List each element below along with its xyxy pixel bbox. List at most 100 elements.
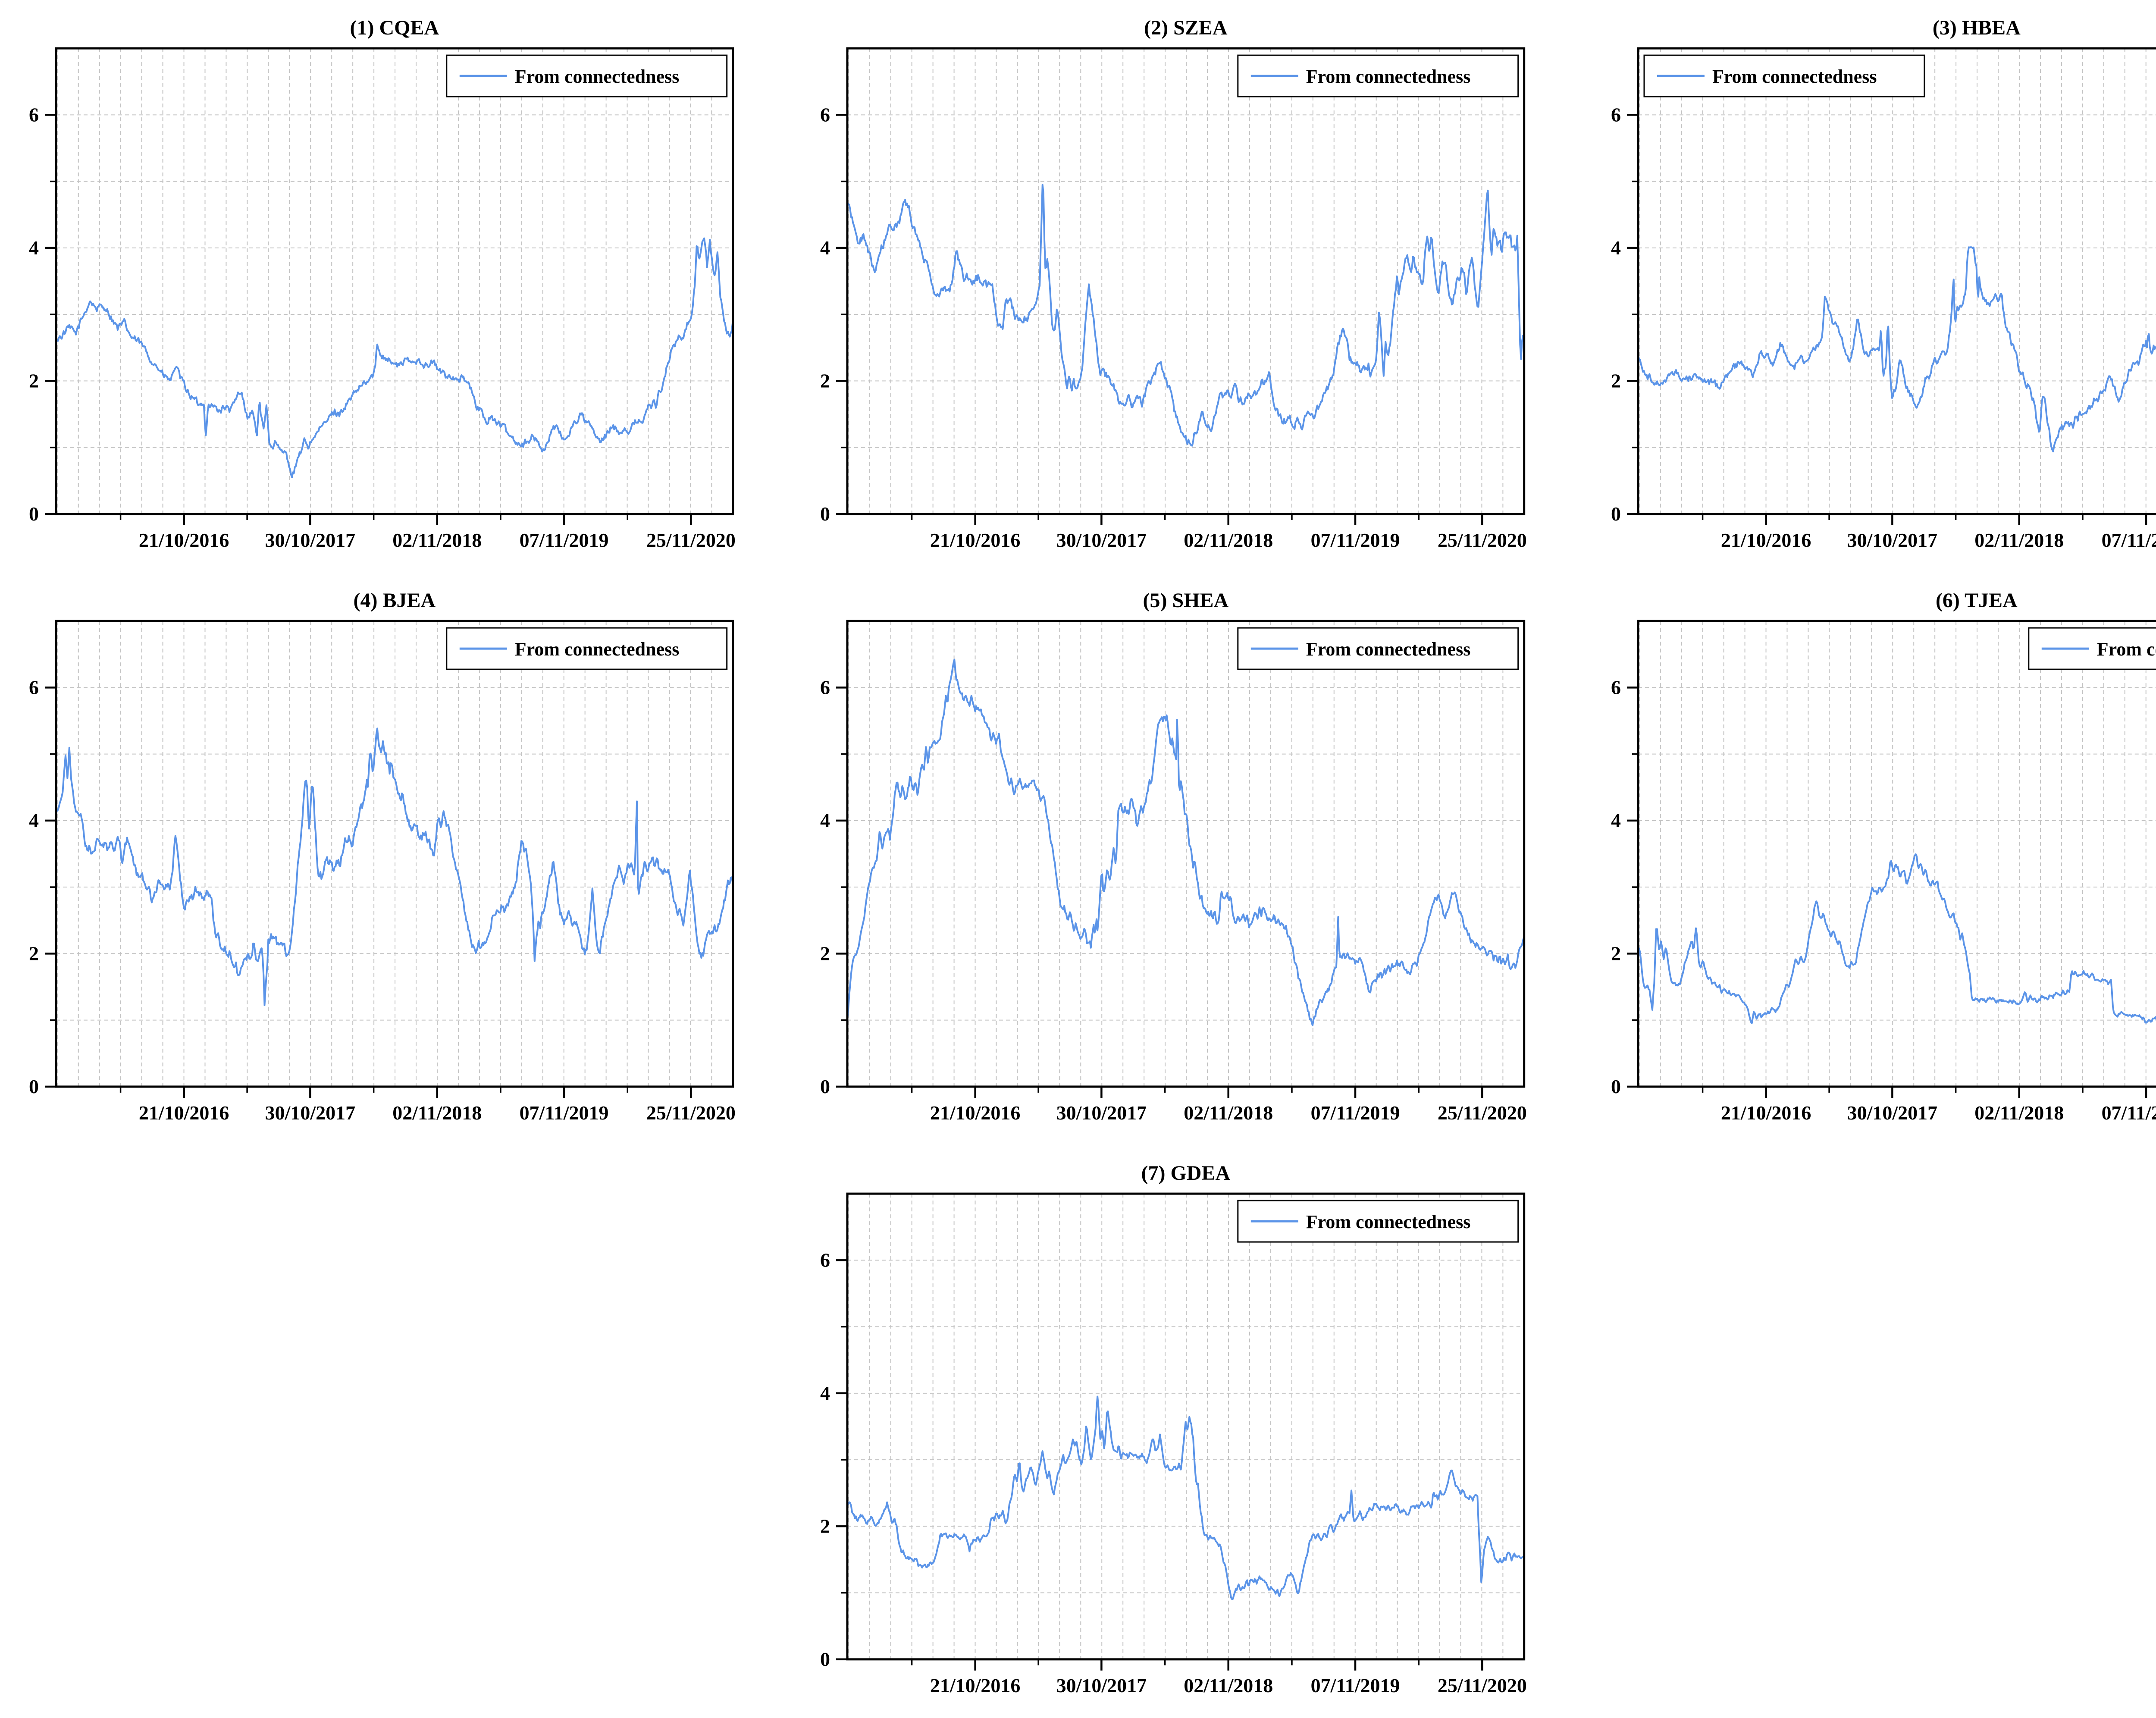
y-tick-label: 6 — [820, 676, 830, 698]
chart-title: (2) SZEA — [1144, 16, 1228, 39]
empty-cell-left — [0, 1145, 791, 1718]
x-tick-label: 21/10/2016 — [1721, 529, 1811, 551]
legend-label: From connectedness — [2097, 639, 2156, 660]
x-tick-label: 21/10/2016 — [139, 529, 229, 551]
gridlines — [1638, 48, 2156, 514]
x-tick-label: 07/11/2019 — [2102, 529, 2156, 551]
tick-marks — [1627, 687, 2147, 1098]
x-tick-label: 30/10/2017 — [1847, 1102, 1938, 1124]
x-tick-label: 21/10/2016 — [930, 1102, 1021, 1124]
axis-labels: 0 2 4 6 21/10/2016 30/10/2017 02/11/2018 07/11/… — [820, 1249, 1527, 1696]
axis-frame — [846, 47, 1525, 515]
chart-title: (4) BJEA — [354, 589, 436, 612]
axis-frame — [1637, 620, 2156, 1088]
axis-labels: 0 2 4 6 21/10/2016 30/10/2017 02/11/2018 07/11/… — [820, 103, 1527, 551]
y-tick-label: 6 — [820, 1249, 830, 1271]
chart-svg-1: 0 2 4 6 21/10/2016 30/10/2017 02/11/2018 07/11/… — [29, 16, 736, 551]
y-tick-label: 0 — [820, 1075, 830, 1097]
y-tick-label: 4 — [1611, 809, 1621, 831]
y-tick-label: 6 — [1611, 103, 1621, 125]
y-tick-label: 0 — [29, 503, 39, 525]
x-tick-label: 21/10/2016 — [139, 1102, 229, 1124]
chart-cell-gdea: 0 2 4 6 21/10/2016 30/10/2017 02/11/2018 07/11/… — [791, 1145, 1583, 1718]
x-tick-label: 02/11/2018 — [1184, 1102, 1273, 1124]
legend-box — [2028, 627, 2156, 670]
x-tick-label: 02/11/2018 — [392, 1102, 482, 1124]
chart-svg-4: 0 2 4 6 21/10/2016 30/10/2017 02/11/2018 07/11/… — [29, 589, 736, 1124]
x-tick-label: 07/11/2019 — [2102, 1102, 2156, 1124]
series-group — [847, 184, 1524, 447]
tick-marks — [44, 687, 692, 1098]
tick-marks — [836, 114, 1483, 525]
gridlines — [56, 621, 733, 1087]
y-tick-label: 0 — [29, 1075, 39, 1097]
legend: From connectedness — [1643, 54, 1925, 97]
legend: From connectedness — [1237, 54, 1519, 97]
series-group — [1638, 246, 2156, 452]
chart-title: (7) GDEA — [1141, 1162, 1230, 1185]
y-tick-label: 2 — [29, 942, 39, 964]
x-tick-label: 25/11/2020 — [1438, 1102, 1527, 1124]
chart-svg-2: 0 2 4 6 21/10/2016 30/10/2017 02/11/2018 07/11/… — [820, 16, 1527, 551]
y-tick-label: 0 — [820, 1648, 830, 1670]
x-tick-label: 21/10/2016 — [1721, 1102, 1811, 1124]
chart-cell-bjea: 0 2 4 6 21/10/2016 30/10/2017 02/11/2018 07/11/… — [0, 573, 791, 1145]
y-tick-label: 4 — [29, 809, 39, 831]
y-tick-label: 4 — [820, 1382, 830, 1404]
x-tick-label: 07/11/2019 — [520, 529, 609, 551]
tick-marks — [836, 687, 1483, 1098]
y-tick-label: 2 — [29, 370, 39, 392]
chart-svg-7: 0 2 4 6 21/10/2016 30/10/2017 02/11/2018 07/11/… — [820, 1162, 1527, 1696]
chart-title: (6) TJEA — [1936, 589, 2018, 612]
series-group — [56, 237, 733, 478]
y-tick-label: 6 — [1611, 676, 1621, 698]
x-tick-label: 07/11/2019 — [1310, 529, 1400, 551]
x-tick-label: 21/10/2016 — [930, 529, 1021, 551]
y-tick-label: 6 — [29, 676, 39, 698]
y-tick-label: 0 — [1611, 503, 1621, 525]
y-tick-label: 4 — [29, 237, 39, 259]
series-line-from-connectedness — [1638, 246, 2156, 452]
y-tick-label: 4 — [1611, 237, 1621, 259]
x-tick-label: 07/11/2019 — [1310, 1102, 1400, 1124]
chart-svg-6: 0 2 4 6 21/10/2016 30/10/2017 02/11/2018 07/11/… — [1611, 589, 2156, 1124]
chart-title: (1) CQEA — [350, 16, 439, 39]
chart-title: (3) HBEA — [1933, 16, 2021, 39]
x-tick-label: 30/10/2017 — [1056, 529, 1147, 551]
axis-labels: 0 2 4 6 21/10/2016 30/10/2017 02/11/2018 07/11/… — [820, 676, 1527, 1124]
tick-marks — [44, 114, 692, 525]
legend-label: From connectedness — [1306, 66, 1470, 87]
y-tick-label: 6 — [820, 103, 830, 125]
series-line-from-connectedness — [56, 727, 733, 1006]
y-tick-label: 2 — [820, 370, 830, 392]
chart-svg-3: 0 2 4 6 21/10/2016 30/10/2017 02/11/2018 07/11/… — [1611, 16, 2156, 551]
series-line-from-connectedness — [847, 1395, 1524, 1600]
gridlines — [847, 48, 1524, 514]
tick-marks — [836, 1259, 1483, 1671]
axis-labels: 0 2 4 6 21/10/2016 30/10/2017 02/11/2018 07/11/… — [29, 103, 736, 551]
x-tick-label: 30/10/2017 — [1056, 1102, 1147, 1124]
x-tick-label: 25/11/2020 — [646, 1102, 736, 1124]
legend-label: From connectedness — [515, 639, 680, 660]
chart-svg-5: 0 2 4 6 21/10/2016 30/10/2017 02/11/2018 07/11/… — [820, 589, 1527, 1124]
x-tick-label: 30/10/2017 — [1847, 529, 1938, 551]
x-tick-label: 30/10/2017 — [265, 1102, 356, 1124]
x-tick-label: 25/11/2020 — [646, 529, 736, 551]
series-group — [847, 1395, 1524, 1600]
chart-cell-hbea: 0 2 4 6 21/10/2016 30/10/2017 02/11/2018 07/11/… — [1582, 0, 2156, 573]
x-tick-label: 25/11/2020 — [1438, 529, 1527, 551]
chart-cell-shea: 0 2 4 6 21/10/2016 30/10/2017 02/11/2018 07/11/… — [791, 573, 1583, 1145]
series-line-from-connectedness — [56, 237, 733, 478]
y-tick-label: 4 — [820, 809, 830, 831]
axis-frame — [846, 620, 1525, 1088]
x-tick-label: 02/11/2018 — [1184, 1674, 1273, 1696]
x-tick-label: 07/11/2019 — [520, 1102, 609, 1124]
series-group — [847, 658, 1524, 1026]
x-tick-label: 02/11/2018 — [1975, 529, 2064, 551]
chart-title: (5) SHEA — [1143, 589, 1228, 612]
axis-frame — [846, 1192, 1525, 1661]
empty-cell-right — [1582, 1145, 2156, 1718]
axis-frame — [55, 47, 734, 515]
axis-labels: 0 2 4 6 21/10/2016 30/10/2017 02/11/2018 07/11/… — [29, 676, 736, 1124]
